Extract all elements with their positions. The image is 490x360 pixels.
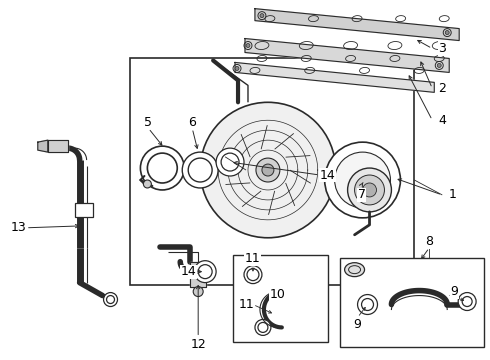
Text: 3: 3 xyxy=(438,42,446,55)
Ellipse shape xyxy=(344,263,365,276)
Ellipse shape xyxy=(182,152,218,188)
Ellipse shape xyxy=(262,164,274,176)
Ellipse shape xyxy=(141,146,184,190)
Text: 7: 7 xyxy=(358,188,366,202)
Text: 11: 11 xyxy=(245,252,261,265)
Polygon shape xyxy=(190,262,206,287)
Ellipse shape xyxy=(255,319,271,336)
Text: 13: 13 xyxy=(11,221,27,234)
Text: 4: 4 xyxy=(438,114,446,127)
Ellipse shape xyxy=(188,158,212,182)
Ellipse shape xyxy=(103,293,118,306)
Ellipse shape xyxy=(106,296,115,303)
Text: 1: 1 xyxy=(448,188,456,202)
Ellipse shape xyxy=(437,63,441,67)
Ellipse shape xyxy=(198,265,212,279)
Text: 6: 6 xyxy=(188,116,196,129)
Text: 9: 9 xyxy=(354,318,362,331)
Ellipse shape xyxy=(147,153,177,183)
Ellipse shape xyxy=(445,31,449,35)
Polygon shape xyxy=(48,140,68,152)
Text: 12: 12 xyxy=(190,338,206,351)
Ellipse shape xyxy=(200,102,336,238)
Ellipse shape xyxy=(246,44,250,48)
Polygon shape xyxy=(255,9,459,41)
Polygon shape xyxy=(235,62,434,92)
Text: 10: 10 xyxy=(270,288,286,301)
Ellipse shape xyxy=(221,153,239,171)
Text: 14: 14 xyxy=(180,265,196,278)
Ellipse shape xyxy=(335,152,391,208)
Ellipse shape xyxy=(458,293,476,310)
Ellipse shape xyxy=(260,14,264,18)
Bar xyxy=(74,203,93,217)
Ellipse shape xyxy=(244,266,262,284)
Ellipse shape xyxy=(355,175,385,205)
Bar xyxy=(233,255,328,342)
Ellipse shape xyxy=(247,269,259,280)
Ellipse shape xyxy=(363,183,376,197)
Ellipse shape xyxy=(258,323,268,332)
Ellipse shape xyxy=(144,180,151,188)
Ellipse shape xyxy=(325,142,400,218)
Polygon shape xyxy=(38,140,48,152)
Ellipse shape xyxy=(235,67,239,71)
Polygon shape xyxy=(245,39,449,72)
Ellipse shape xyxy=(194,261,216,283)
Ellipse shape xyxy=(347,168,392,212)
Text: 11: 11 xyxy=(239,298,255,311)
Bar xyxy=(340,258,484,347)
Ellipse shape xyxy=(216,148,244,176)
Ellipse shape xyxy=(358,294,377,315)
Bar xyxy=(130,58,415,285)
Text: 5: 5 xyxy=(145,116,152,129)
Text: 14: 14 xyxy=(320,168,336,181)
Text: 9: 9 xyxy=(450,285,458,298)
Ellipse shape xyxy=(256,158,280,182)
Ellipse shape xyxy=(362,298,373,310)
Ellipse shape xyxy=(462,297,472,306)
Ellipse shape xyxy=(193,287,203,297)
Text: 2: 2 xyxy=(438,82,446,95)
Text: 8: 8 xyxy=(425,235,433,248)
